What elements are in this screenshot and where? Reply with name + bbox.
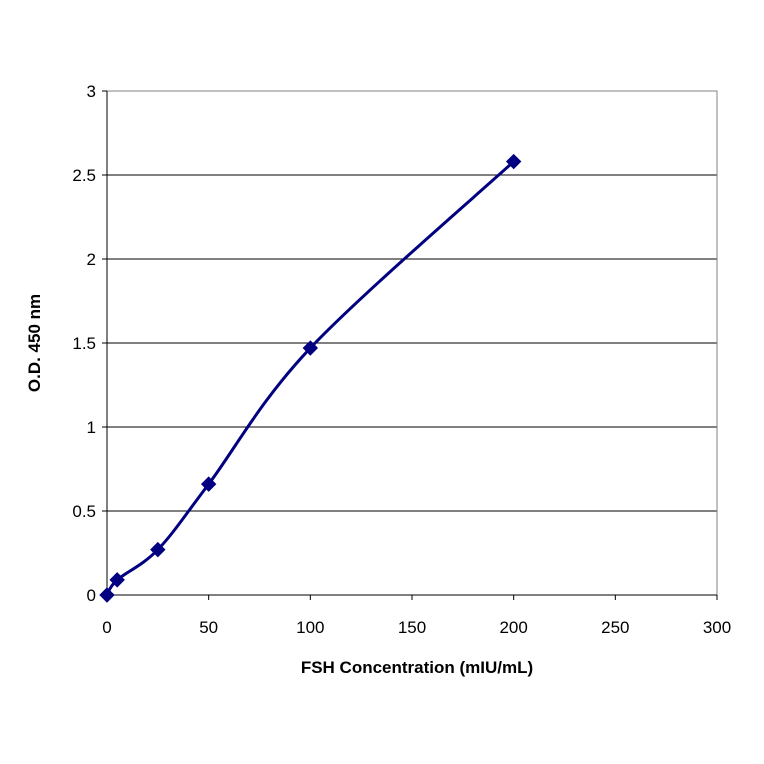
data-point-marker (99, 587, 115, 603)
series-line (105, 160, 515, 596)
x-tick-label: 0 (102, 618, 111, 637)
x-axis-title: FSH Concentration (mIU/mL) (301, 658, 533, 677)
y-tick-label: 1.5 (72, 334, 96, 353)
x-tick-label: 200 (499, 618, 527, 637)
x-tick-label: 100 (296, 618, 324, 637)
y-tick-label: 0.5 (72, 502, 96, 521)
data-point-marker (150, 541, 166, 558)
data-series (99, 153, 522, 603)
data-point-marker (200, 476, 217, 492)
x-tick-label: 250 (601, 618, 629, 637)
data-point-marker (302, 340, 319, 356)
y-tick-label: 0 (87, 586, 96, 605)
y-tick-label: 2 (87, 250, 96, 269)
axes: 0 0.5 1 1.5 2 2.5 3 0 50 100 150 200 250 300 (72, 82, 731, 637)
gridlines (107, 174, 717, 512)
x-tick-label: 50 (199, 618, 218, 637)
data-point-marker (505, 153, 522, 170)
y-axis-title: O.D. 450 nm (25, 294, 44, 392)
y-tick-label: 3 (87, 82, 96, 101)
x-tick-label: 300 (703, 618, 731, 637)
y-tick-label: 1 (87, 418, 96, 437)
data-point-marker (109, 572, 125, 588)
y-tick-label: 2.5 (72, 166, 96, 185)
x-tick-label: 150 (398, 618, 426, 637)
